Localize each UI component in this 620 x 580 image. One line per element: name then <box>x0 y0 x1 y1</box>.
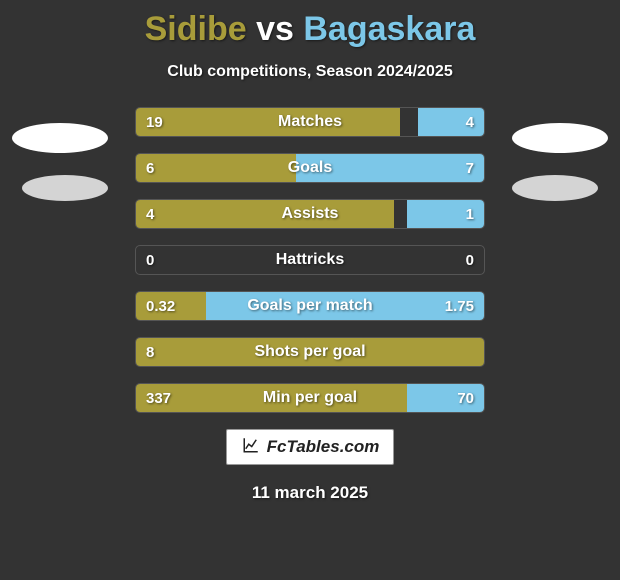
row-label: Hattricks <box>136 246 484 274</box>
bar-left <box>136 200 394 228</box>
player1-badge-bottom <box>22 175 108 201</box>
value-left: 0 <box>146 246 154 274</box>
source-badge: FcTables.com <box>226 429 394 465</box>
bar-left <box>136 108 400 136</box>
stat-chart: 194Matches67Goals41Assists00Hattricks0.3… <box>135 107 485 413</box>
player2-badge-top <box>512 123 608 153</box>
value-right: 4 <box>466 108 474 136</box>
source-text: FcTables.com <box>267 437 380 457</box>
stat-row: 67Goals <box>135 153 485 183</box>
bar-left <box>136 384 407 412</box>
value-right: 1 <box>466 200 474 228</box>
chart-icon <box>241 436 261 459</box>
stat-row: 8Shots per goal <box>135 337 485 367</box>
title-vs: vs <box>256 10 294 48</box>
value-left: 6 <box>146 154 154 182</box>
bar-left <box>136 338 484 366</box>
value-right: 7 <box>466 154 474 182</box>
value-left: 0.32 <box>146 292 175 320</box>
stat-row: 0.321.75Goals per match <box>135 291 485 321</box>
bar-left <box>136 154 296 182</box>
value-left: 8 <box>146 338 154 366</box>
stat-row: 41Assists <box>135 199 485 229</box>
stat-row: 194Matches <box>135 107 485 137</box>
player1-badge-top <box>12 123 108 153</box>
stat-row: 33770Min per goal <box>135 383 485 413</box>
stat-row: 0 0Hattricks <box>135 245 485 275</box>
bar-right <box>418 108 484 136</box>
value-right: 1.75 <box>445 292 474 320</box>
bar-right <box>206 292 484 320</box>
value-right: 0 <box>466 246 474 274</box>
bar-right <box>296 154 484 182</box>
date-text: 11 march 2025 <box>0 483 620 503</box>
value-left: 337 <box>146 384 171 412</box>
value-left: 4 <box>146 200 154 228</box>
value-right: 70 <box>457 384 474 412</box>
value-left: 19 <box>146 108 163 136</box>
player2-name: Bagaskara <box>303 10 475 48</box>
subtitle: Club competitions, Season 2024/2025 <box>0 63 620 81</box>
player1-name: Sidibe <box>145 10 247 48</box>
player2-badge-bottom <box>512 175 598 201</box>
comparison-title: Sidibe vs Bagaskara <box>0 0 620 49</box>
